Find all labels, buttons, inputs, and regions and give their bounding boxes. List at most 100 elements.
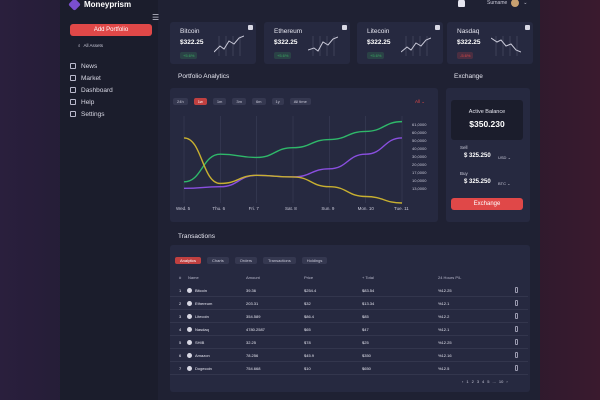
- asset-card-ethereum[interactable]: Ethereum $322.25 +5.6%: [264, 22, 350, 64]
- sidebar-item-label: Market: [81, 74, 101, 82]
- prev-page-icon[interactable]: ‹: [462, 379, 464, 384]
- exchange-button[interactable]: Exchange: [451, 198, 523, 210]
- cell-name: Nasdaq: [187, 327, 209, 332]
- col-header-pl: 24 Hours P/L: [438, 275, 462, 280]
- card-menu-icon[interactable]: [435, 25, 440, 30]
- card-menu-icon[interactable]: [248, 25, 253, 30]
- table-row[interactable]: 6 Amazon 78.256 $45.9 $350 %12.16: [170, 349, 528, 362]
- sparkline: [308, 36, 338, 56]
- card-price: $322.25: [274, 39, 298, 46]
- sidebar-item-dashboard[interactable]: Dashboard: [70, 84, 113, 96]
- timeframe-1w[interactable]: 1w: [193, 98, 207, 105]
- timeframe-1y[interactable]: 1y: [271, 98, 284, 105]
- row-action-icon[interactable]: [515, 326, 518, 332]
- tab-transactions[interactable]: Transactions: [263, 257, 296, 264]
- chart-series-line-2: [183, 137, 403, 204]
- x-tick-label: Fri. 7: [248, 206, 259, 211]
- menu-toggle-icon[interactable]: ☰: [152, 13, 160, 22]
- asset-card-nasdaq[interactable]: Nasdaq $322.25 -5.6%: [447, 22, 533, 64]
- row-action-icon[interactable]: [515, 365, 518, 371]
- all-assets-search[interactable]: ⌕ All Assets: [78, 43, 103, 48]
- row-action-icon[interactable]: [515, 313, 518, 319]
- sidebar-item-settings[interactable]: Settings: [70, 108, 113, 120]
- table-row[interactable]: 5 SHIB 32.25 $78 $25 %12.25: [170, 336, 528, 349]
- buy-unit-select[interactable]: BTC ⌄: [498, 181, 511, 186]
- transactions-tabs: Analytics Charts Orders Transactions Holding…: [175, 257, 328, 264]
- search-icon: ⌕: [78, 43, 81, 48]
- coin-name: Dogecoin: [195, 366, 212, 371]
- coin-icon: [187, 327, 192, 332]
- sidebar-item-help[interactable]: Help: [70, 96, 113, 108]
- table-row[interactable]: 4 Nasdaq 4780.2587 $65 $47 %12.1: [170, 323, 528, 336]
- exchange-title: Exchange: [454, 73, 483, 80]
- page-5[interactable]: 5: [487, 379, 490, 384]
- x-tick-label: Wed. 5: [176, 206, 191, 211]
- card-menu-icon[interactable]: [525, 25, 530, 30]
- timeframe-6m[interactable]: 6m: [251, 98, 266, 105]
- timeframe-24h[interactable]: 24h: [173, 98, 188, 105]
- cell-pl: %12.25: [438, 288, 452, 293]
- row-action-icon[interactable]: [515, 352, 518, 358]
- coin-name: SHIB: [195, 340, 205, 345]
- app-name: Moneyprism: [84, 0, 132, 9]
- tab-holdings[interactable]: Holdings: [301, 257, 328, 264]
- cell-total: $85: [362, 314, 369, 319]
- page-1[interactable]: 1: [466, 379, 469, 384]
- page-10[interactable]: 10: [498, 379, 504, 384]
- y-tick-label: 40,0000: [412, 146, 427, 151]
- bell-icon[interactable]: [458, 0, 465, 7]
- table-row[interactable]: 1 Bitcoin 39.36 $254.4 $83.54 %12.25: [170, 284, 528, 297]
- user-area[interactable]: Surname ⌄: [458, 0, 528, 7]
- row-action-icon[interactable]: [515, 339, 518, 345]
- sidebar-item-market[interactable]: Market: [70, 72, 113, 84]
- col-header-num: #: [179, 275, 182, 280]
- timeframe-all-time[interactable]: All time: [289, 98, 311, 105]
- cell-pl: %12.16: [438, 353, 452, 358]
- chevron-down-icon[interactable]: ⌄: [523, 0, 528, 6]
- table-row[interactable]: 2 Ethereum 203.31 $32 $13.34 %12.1: [170, 297, 528, 310]
- cell-price: $45.9: [304, 353, 315, 358]
- sell-unit-select[interactable]: USD ⌄: [498, 155, 511, 160]
- col-header-total[interactable]: + Total: [362, 275, 374, 280]
- row-action-icon[interactable]: [515, 287, 518, 293]
- asset-card-litecoin[interactable]: Litecoin $322.25 +5.6%: [357, 22, 443, 64]
- sell-input[interactable]: $ 325.250: [464, 153, 491, 159]
- dashboard-icon: [70, 87, 76, 93]
- cell-pl: %12.1: [438, 327, 450, 332]
- coin-icon: [187, 288, 192, 293]
- tab-analytics[interactable]: Analytics: [175, 257, 202, 264]
- coin-name: Amazon: [195, 353, 210, 358]
- y-tick-label: 17,0000: [412, 170, 427, 175]
- timeframe-3m[interactable]: 3m: [232, 98, 246, 105]
- cell-pl: %12.25: [438, 340, 452, 345]
- sidebar-nav: News Market Dashboard Help Settings: [70, 60, 113, 120]
- card-menu-icon[interactable]: [342, 25, 347, 30]
- buy-input[interactable]: $ 325.250: [464, 179, 491, 185]
- sparkline: [491, 36, 521, 56]
- series-select[interactable]: All ⌄: [415, 99, 426, 104]
- logo[interactable]: Moneyprism: [68, 0, 132, 11]
- cell-pl: %12.1: [438, 301, 450, 306]
- tab-orders[interactable]: Orders: [234, 257, 258, 264]
- asset-card-bitcoin[interactable]: Bitcoin $322.25 +5.6%: [170, 22, 256, 64]
- page-4[interactable]: 4: [482, 379, 485, 384]
- table-row[interactable]: 3 Litecoin 354.589 $86.4 $85 %12.2: [170, 310, 528, 323]
- add-portfolio-button[interactable]: Add Portfolio: [70, 24, 152, 36]
- avatar[interactable]: [511, 0, 520, 7]
- tab-charts[interactable]: Charts: [207, 257, 229, 264]
- card-change-badge: -5.6%: [457, 52, 474, 59]
- col-header-amount: Amount: [246, 275, 260, 280]
- sidebar-item-label: Settings: [81, 110, 105, 118]
- next-page-icon[interactable]: ›: [506, 379, 508, 384]
- cell-amount: 354.589: [246, 314, 261, 319]
- table-row[interactable]: 7 Dogecoin 754.668 $10 $650 %12.5: [170, 362, 528, 375]
- page-2[interactable]: 2: [471, 379, 474, 384]
- timeframe-1m[interactable]: 1m: [212, 98, 227, 105]
- row-action-icon[interactable]: [515, 300, 518, 306]
- sidebar-item-news[interactable]: News: [70, 60, 113, 72]
- coin-icon: [187, 301, 192, 306]
- card-price: $322.25: [367, 39, 391, 46]
- sparkline: [401, 36, 431, 56]
- sell-unit: USD: [498, 155, 507, 160]
- page-3[interactable]: 3: [476, 379, 480, 384]
